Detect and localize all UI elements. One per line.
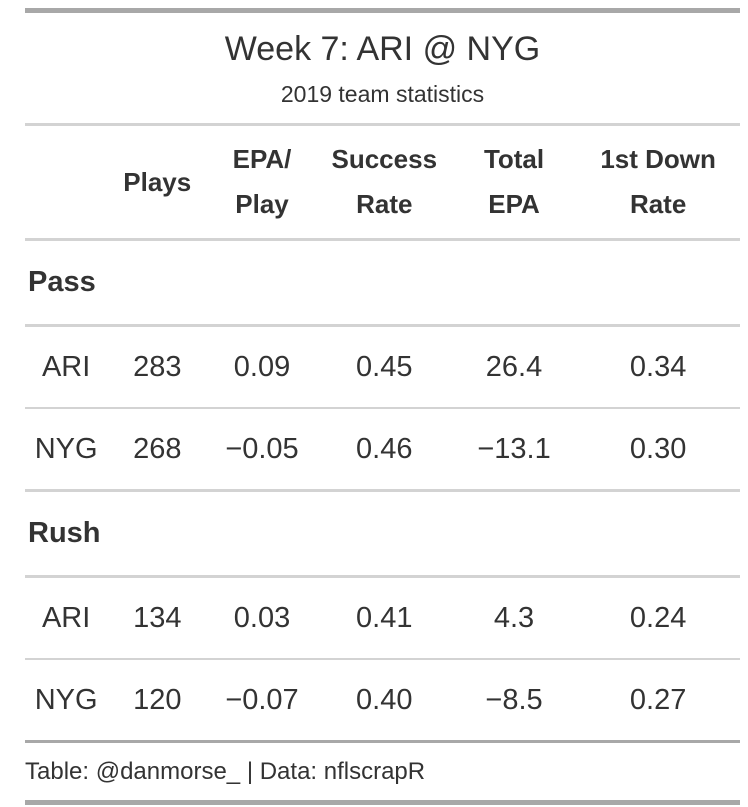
page-subtitle: 2019 team statistics <box>280 81 485 107</box>
plays-cell: 283 <box>107 325 208 409</box>
source-note: Table: @danmorse_ | Data: nflscrapR <box>25 758 426 785</box>
success-rate-cell: 0.46 <box>316 408 452 492</box>
page-title: Week 7: ARI @ NYG <box>224 30 541 68</box>
table-bottom-border <box>25 800 740 805</box>
group-header-pass: Pass <box>25 239 740 327</box>
table-heading: Week 7: ARI @ NYG 2019 team statistics <box>25 13 740 126</box>
first-down-rate-cell: 0.27 <box>576 659 740 743</box>
first-down-rate-cell: 0.34 <box>576 325 740 409</box>
column-header-team <box>25 126 108 241</box>
team-statistics-table: Plays EPA/ Play Success Rate Total EPA 1… <box>25 126 740 743</box>
group-label: Pass <box>25 239 740 327</box>
first-down-rate-cell: 0.24 <box>576 576 740 660</box>
plays-cell: 268 <box>107 408 208 492</box>
plays-cell: 134 <box>107 576 208 660</box>
total-epa-cell: 26.4 <box>451 325 577 409</box>
column-header-plays: Plays <box>107 126 208 241</box>
total-epa-cell: 4.3 <box>451 576 577 660</box>
team-cell: ARI <box>25 576 108 660</box>
success-rate-cell: 0.45 <box>316 325 452 409</box>
table-row-rush-nyg: NYG 120 −0.07 0.40 −8.5 0.27 <box>25 659 740 743</box>
success-rate-cell: 0.41 <box>316 576 452 660</box>
header-row: Plays EPA/ Play Success Rate Total EPA 1… <box>25 126 740 241</box>
epa-per-play-cell: −0.05 <box>207 408 317 492</box>
group-label: Rush <box>25 490 740 578</box>
table-body: Pass ARI 283 0.09 0.45 26.4 0.34 NYG 268… <box>25 239 740 743</box>
epa-per-play-cell: 0.03 <box>207 576 317 660</box>
stats-table-card: Week 7: ARI @ NYG 2019 team statistics P… <box>25 8 740 805</box>
total-epa-cell: −8.5 <box>451 659 577 743</box>
column-header-epa-per-play: EPA/ Play <box>207 126 317 241</box>
table-row-pass-ari: ARI 283 0.09 0.45 26.4 0.34 <box>25 325 740 409</box>
table-row-rush-ari: ARI 134 0.03 0.41 4.3 0.24 <box>25 576 740 660</box>
total-epa-cell: −13.1 <box>451 408 577 492</box>
team-cell: ARI <box>25 325 108 409</box>
epa-per-play-cell: −0.07 <box>207 659 317 743</box>
column-header-first-down-rate: 1st Down Rate <box>576 126 740 241</box>
table-header: Plays EPA/ Play Success Rate Total EPA 1… <box>25 126 740 241</box>
team-cell: NYG <box>25 408 108 492</box>
success-rate-cell: 0.40 <box>316 659 452 743</box>
table-top-border <box>25 8 740 13</box>
column-header-total-epa: Total EPA <box>451 126 577 241</box>
team-cell: NYG <box>25 659 108 743</box>
column-header-success-rate: Success Rate <box>316 126 452 241</box>
plays-cell: 120 <box>107 659 208 743</box>
first-down-rate-cell: 0.30 <box>576 408 740 492</box>
group-header-rush: Rush <box>25 490 740 578</box>
table-row-pass-nyg: NYG 268 −0.05 0.46 −13.1 0.30 <box>25 408 740 492</box>
epa-per-play-cell: 0.09 <box>207 325 317 409</box>
